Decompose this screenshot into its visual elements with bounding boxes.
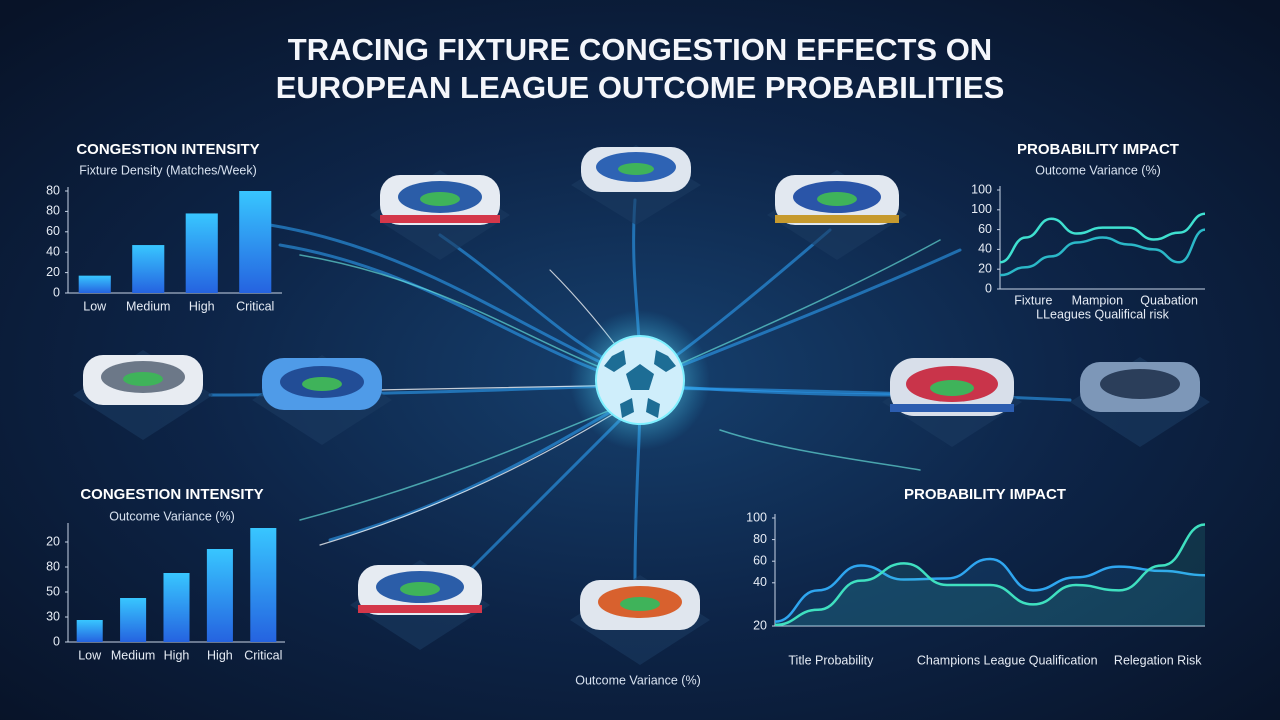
title-line: EUROPEAN LEAGUE OUTCOME PROBABILITIES: [276, 70, 1005, 105]
bar: [132, 245, 165, 293]
y-tick-label: 80: [46, 183, 60, 197]
x-tick-label: Critical: [244, 648, 282, 662]
chart-subtitle: Outcome Variance (%): [109, 509, 235, 523]
bar: [78, 275, 111, 293]
x-tick-label: Relegation Risk: [1114, 653, 1202, 667]
y-tick-label: 40: [46, 244, 60, 258]
y-tick-label: 0: [53, 634, 60, 648]
y-tick-label: 60: [46, 224, 60, 238]
y-tick-label: 80: [46, 204, 60, 218]
x-tick-label: Low: [78, 648, 102, 662]
chart-title: CONGESTION INTENSITY: [76, 141, 259, 158]
y-tick-label: 100: [746, 510, 767, 524]
footer: Outcome Variance (%): [575, 673, 701, 687]
y-tick-label: 100: [971, 182, 992, 196]
area: [775, 524, 1205, 626]
x-tick-label: High: [164, 648, 190, 662]
line: [999, 228, 1206, 277]
bar: [76, 620, 103, 642]
y-tick-label: 30: [46, 609, 60, 623]
x-tick-label: Mampion: [1072, 293, 1123, 307]
x-tick-label: High: [207, 648, 233, 662]
x-tick-label: Fixture: [1014, 293, 1052, 307]
bar: [206, 549, 233, 642]
y-tick-label: 40: [753, 575, 767, 589]
line: [774, 557, 1206, 623]
x-tick-label: Champions League Qualification: [917, 653, 1098, 667]
line: [999, 212, 1206, 264]
y-tick-label: 50: [46, 584, 60, 598]
chart-subtitle: Outcome Variance (%): [1035, 163, 1161, 177]
y-tick-label: 100: [971, 202, 992, 216]
decoration: [73, 145, 1210, 665]
chart-title: PROBABILITY IMPACT: [904, 486, 1066, 503]
x-tick-label: Quabation: [1140, 293, 1198, 307]
title-line: TRACING FIXTURE CONGESTION EFFECTS ON: [288, 32, 992, 67]
x-tick-label: Critical: [236, 299, 274, 313]
x-tick-label: High: [189, 299, 215, 313]
y-tick-label: 80: [46, 559, 60, 573]
annotation: LLeagues Qualifical risk: [1036, 307, 1169, 321]
line: [774, 523, 1206, 627]
chart-title: CONGESTION INTENSITY: [80, 486, 263, 503]
area: [775, 559, 1205, 626]
y-tick-label: 20: [46, 265, 60, 279]
x-tick-label: Low: [83, 299, 107, 313]
bar: [163, 573, 190, 642]
bar: [185, 213, 218, 293]
y-tick-label: 0: [53, 285, 60, 299]
bar: [250, 528, 277, 642]
y-tick-label: 60: [753, 553, 767, 567]
x-tick-label: Medium: [111, 648, 155, 662]
y-tick-label: 0: [985, 281, 992, 295]
bar: [120, 598, 147, 642]
y-tick-label: 20: [978, 261, 992, 275]
chart-subtitle: Fixture Density (Matches/Week): [79, 163, 257, 177]
y-tick-label: 40: [978, 242, 992, 256]
x-tick-label: Medium: [126, 299, 170, 313]
y-tick-label: 60: [978, 222, 992, 236]
y-tick-label: 20: [46, 534, 60, 548]
y-tick-label: 20: [753, 618, 767, 632]
bar: [239, 191, 272, 293]
x-tick-label: Title Probability: [788, 653, 874, 667]
y-tick-label: 80: [753, 532, 767, 546]
chart-title: PROBABILITY IMPACT: [1017, 141, 1179, 158]
